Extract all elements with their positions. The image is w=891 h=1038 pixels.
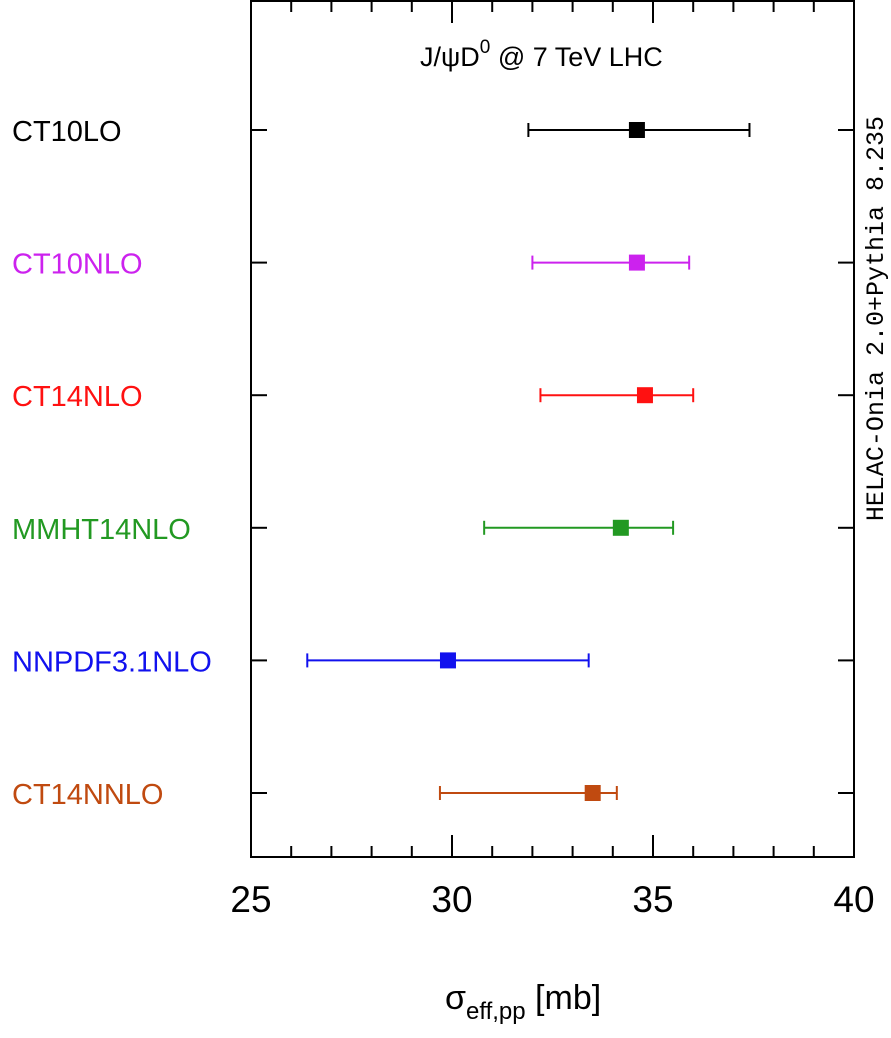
series-label: CT10NLO — [12, 249, 143, 281]
x-axis-title: σeff,pp [mb] — [445, 979, 601, 1025]
chart-title: J/ψD0 @ 7 TeV LHC — [420, 37, 663, 72]
x-axis: 25 30 35 40 — [230, 1, 875, 920]
x-axis-symbol: σ — [445, 979, 466, 1017]
series-row: MMHT14NLO — [12, 514, 854, 546]
data-point — [439, 652, 456, 669]
data-point — [636, 387, 653, 404]
series-label: NNPDF3.1NLO — [12, 646, 212, 678]
series-row: CT10LO — [12, 116, 854, 148]
plot-frame — [250, 0, 855, 858]
data-point — [584, 785, 601, 801]
x-axis-unit: [mb] — [526, 979, 602, 1017]
x-tick-label: 30 — [431, 879, 472, 920]
series-row: CT10NLO — [12, 249, 854, 281]
series-label: MMHT14NLO — [12, 514, 191, 546]
data-point — [612, 519, 629, 536]
series-layer: CT10LO CT10NLO CT14NLO MMHT14NLO NNPDF3.1NLO… — [12, 116, 854, 811]
series-row: CT14NNLO — [12, 779, 854, 811]
x-tick-label: 25 — [230, 879, 271, 920]
series-label: CT10LO — [12, 116, 122, 148]
title-rest: @ 7 TeV LHC — [490, 42, 662, 72]
series-label: CT14NNLO — [12, 779, 164, 811]
data-point — [628, 254, 645, 271]
title-main: J/ψD — [420, 42, 480, 72]
series-label: CT14NLO — [12, 381, 143, 413]
side-label: HELAC-Onia 2.0+Pythia 8.235 — [862, 116, 891, 521]
series-row: NNPDF3.1NLO — [12, 646, 854, 678]
x-axis-subscript: eff,pp — [466, 998, 526, 1025]
x-tick-label: 35 — [632, 879, 673, 920]
title-superscript: 0 — [480, 37, 491, 58]
data-point — [628, 122, 645, 138]
series-row: CT14NLO — [12, 381, 854, 413]
x-tick-label: 40 — [833, 879, 874, 920]
